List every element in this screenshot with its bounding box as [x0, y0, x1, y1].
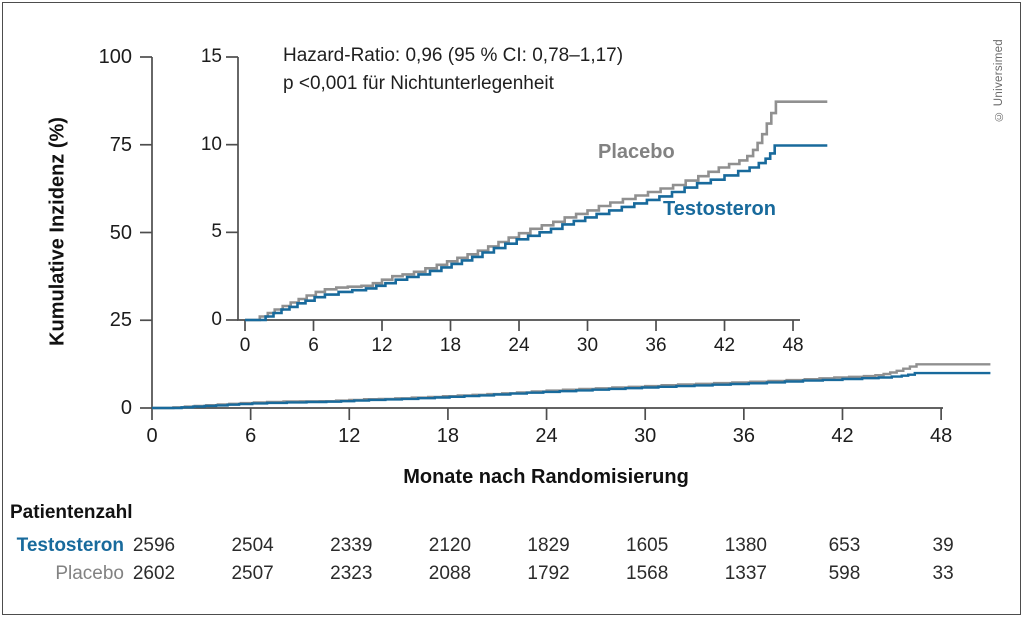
inset-x-tick-label: 0: [239, 335, 251, 356]
risk-count-cell: 2120: [428, 535, 472, 556]
risk-count-cell: 2507: [231, 563, 274, 584]
inset-x-tick-label: 36: [645, 335, 667, 356]
risk-count-cell: 2596: [132, 535, 176, 556]
risk-count-cell: 1380: [724, 535, 767, 556]
inset-x-tick-label: 30: [576, 335, 599, 356]
main-x-tick-label: 6: [245, 425, 257, 447]
inset-y-tick-label: 0: [211, 309, 222, 330]
risk-count-cell: 653: [828, 535, 861, 556]
inset-x-tick-label: 18: [439, 335, 462, 356]
inset-y-tick-label: 15: [200, 46, 222, 67]
inset-x-tick-label: 6: [308, 335, 319, 356]
inset-y-tick-label: 5: [211, 221, 222, 243]
main-y-tick-label: 50: [109, 221, 132, 244]
risk-count-cell: 1829: [527, 535, 570, 556]
main-x-tick-label: 48: [929, 425, 953, 447]
inset-x-tick-label: 12: [371, 335, 393, 356]
inset-x-tick-label: 42: [713, 335, 736, 356]
placebo-line-main: [152, 363, 991, 410]
main-x-tick-label: 0: [146, 425, 158, 447]
main-x-tick-label: 18: [436, 425, 460, 447]
risk-count-cell: 2602: [132, 563, 176, 584]
risk-count-cell: 2323: [330, 563, 373, 584]
main-y-tick-label: 100: [98, 46, 132, 68]
testosteron-line-main: [152, 371, 991, 410]
risk-count-cell: 1605: [626, 535, 669, 556]
risk-row-label-testosteron: Testosteron: [16, 535, 124, 556]
annotation-line-1: Hazard-Ratio: 0,96 (95 % CI: 0,78–1,17): [283, 45, 624, 66]
risk-count-cell: 39: [932, 535, 954, 556]
risk-count-cell: 1568: [626, 563, 669, 584]
placebo-series-label: Placebo: [598, 141, 675, 163]
testosteron-line-inset: [245, 144, 828, 322]
risk-count-cell: 2088: [428, 563, 472, 584]
main-x-axis-title: Monate nach Randomisierung: [403, 466, 689, 488]
main-y-tick-label: 0: [120, 397, 132, 419]
risk-count-cell: 598: [828, 563, 861, 584]
risk-count-cell: 1792: [527, 563, 570, 584]
risk-count-cell: 2504: [231, 535, 274, 556]
main-y-tick-label: 25: [109, 309, 132, 332]
risk-count-cell: 33: [932, 563, 954, 584]
risk-table-title: Patientenzahl: [10, 502, 133, 523]
main-y-tick-label: 75: [109, 133, 132, 156]
copyright-credit: © Universimed: [993, 38, 1005, 122]
inset-x-tick-label: 24: [508, 335, 530, 356]
hazard-ratio-annotation: Hazard-Ratio: 0,96 (95 % CI: 0,78–1,17) …: [283, 42, 623, 98]
inset-y-tick-label: 10: [200, 133, 222, 155]
main-y-axis-title: Kumulative Inzidenz (%): [46, 117, 69, 346]
main-x-tick-label: 30: [634, 425, 657, 447]
risk-count-cell: 1337: [724, 563, 767, 584]
main-x-tick-label: 36: [732, 425, 755, 447]
risk-row-label-placebo: Placebo: [55, 563, 124, 584]
annotation-line-2: p <0,001 für Nichtunterlegenheit: [283, 73, 554, 94]
main-x-tick-label: 12: [338, 425, 361, 447]
main-x-tick-label: 24: [535, 425, 558, 447]
risk-count-cell: 2339: [330, 535, 373, 556]
inset-x-tick-label: 48: [782, 335, 804, 356]
placebo-line-inset: [245, 100, 828, 322]
testosteron-series-label: Testosteron: [663, 198, 776, 220]
main-x-tick-label: 42: [831, 425, 854, 447]
